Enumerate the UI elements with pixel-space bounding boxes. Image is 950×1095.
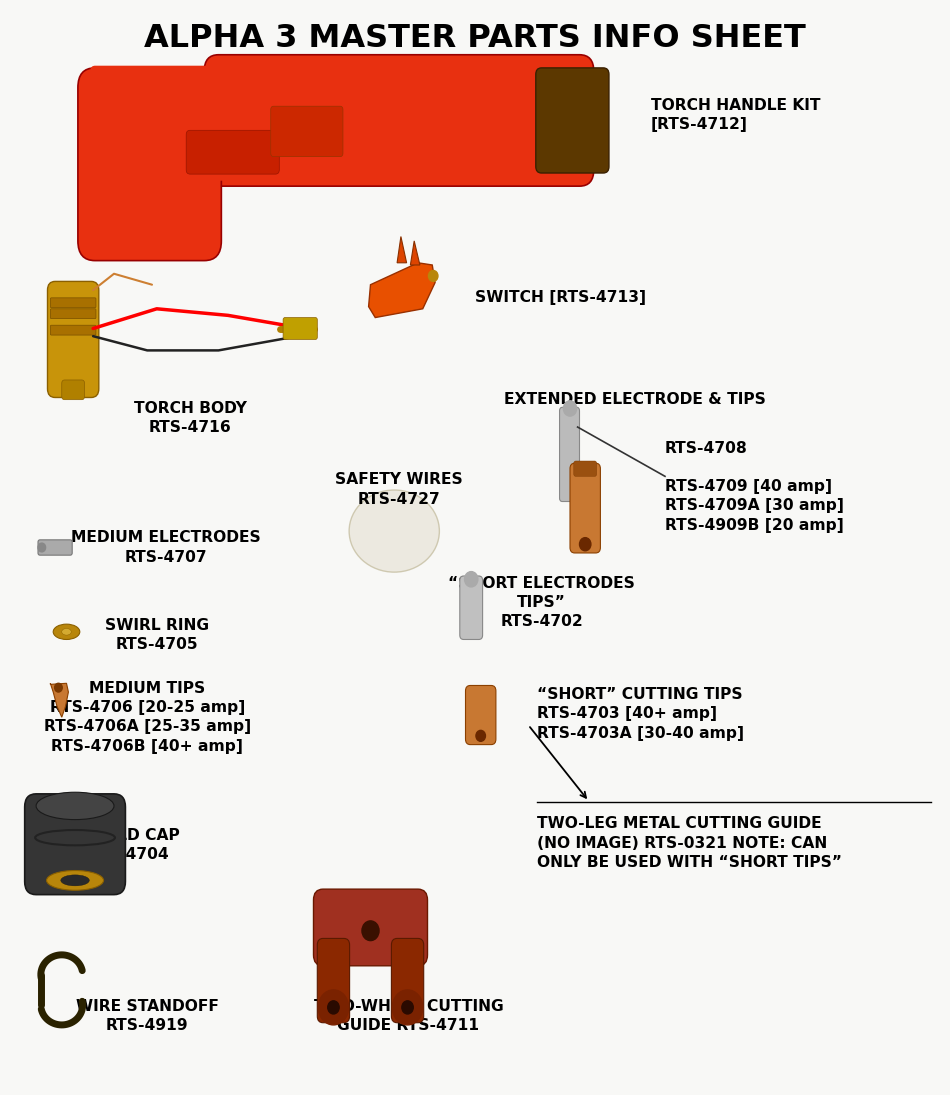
Text: TWO-LEG METAL CUTTING GUIDE
(NO IMAGE) RTS-0321 NOTE: CAN
ONLY BE USED WITH “SHO: TWO-LEG METAL CUTTING GUIDE (NO IMAGE) R…	[537, 817, 842, 869]
Circle shape	[428, 270, 438, 281]
FancyBboxPatch shape	[536, 68, 609, 173]
Text: EXTENDED ELECTRODE & TIPS: EXTENDED ELECTRODE & TIPS	[504, 392, 766, 407]
FancyBboxPatch shape	[560, 407, 580, 502]
Circle shape	[54, 683, 62, 692]
Circle shape	[465, 572, 478, 587]
Polygon shape	[397, 237, 407, 263]
Text: TORCH BODY
RTS-4716: TORCH BODY RTS-4716	[134, 401, 246, 436]
FancyBboxPatch shape	[25, 794, 125, 895]
Circle shape	[328, 1001, 339, 1014]
FancyBboxPatch shape	[271, 106, 343, 157]
Text: TWO-WHEEL CUTTING
GUIDE RTS-4711: TWO-WHEEL CUTTING GUIDE RTS-4711	[314, 999, 504, 1034]
Circle shape	[563, 401, 577, 416]
FancyBboxPatch shape	[204, 55, 594, 186]
Circle shape	[580, 538, 591, 551]
Polygon shape	[369, 263, 435, 318]
Circle shape	[476, 730, 485, 741]
Text: MEDIUM ELECTRODES
RTS-4707: MEDIUM ELECTRODES RTS-4707	[71, 530, 261, 565]
FancyBboxPatch shape	[283, 318, 317, 339]
Polygon shape	[410, 241, 420, 265]
Text: RTS-4708: RTS-4708	[665, 441, 748, 457]
Text: TORCH HANDLE KIT
[RTS-4712]: TORCH HANDLE KIT [RTS-4712]	[651, 97, 820, 132]
FancyBboxPatch shape	[50, 309, 96, 319]
FancyBboxPatch shape	[460, 576, 483, 639]
FancyBboxPatch shape	[391, 938, 424, 1023]
Circle shape	[392, 990, 423, 1025]
Ellipse shape	[350, 491, 439, 573]
Polygon shape	[50, 683, 68, 717]
Text: WIRE STANDOFF
RTS-4919: WIRE STANDOFF RTS-4919	[76, 999, 219, 1034]
Ellipse shape	[47, 871, 104, 890]
Text: SHIELD CAP
RTS-4704: SHIELD CAP RTS-4704	[77, 828, 180, 863]
FancyBboxPatch shape	[90, 66, 233, 181]
Text: ALPHA 3 MASTER PARTS INFO SHEET: ALPHA 3 MASTER PARTS INFO SHEET	[144, 23, 806, 54]
Text: SWITCH [RTS-4713]: SWITCH [RTS-4713]	[475, 290, 646, 306]
FancyBboxPatch shape	[38, 540, 72, 555]
FancyBboxPatch shape	[314, 889, 428, 966]
Ellipse shape	[62, 629, 71, 635]
Circle shape	[38, 543, 46, 552]
FancyBboxPatch shape	[317, 938, 350, 1023]
FancyBboxPatch shape	[62, 380, 85, 400]
Ellipse shape	[53, 624, 80, 639]
FancyBboxPatch shape	[570, 463, 600, 553]
FancyBboxPatch shape	[466, 685, 496, 745]
Ellipse shape	[61, 875, 89, 886]
FancyBboxPatch shape	[78, 68, 221, 261]
Text: MEDIUM TIPS
RTS-4706 [20-25 amp]
RTS-4706A [25-35 amp]
RTS-4706B [40+ amp]: MEDIUM TIPS RTS-4706 [20-25 amp] RTS-470…	[44, 681, 251, 753]
Circle shape	[318, 990, 349, 1025]
Text: “SHORT” CUTTING TIPS
RTS-4703 [40+ amp]
RTS-4703A [30-40 amp]: “SHORT” CUTTING TIPS RTS-4703 [40+ amp] …	[537, 688, 744, 740]
Text: “SHORT ELECTRODES
TIPS”
RTS-4702: “SHORT ELECTRODES TIPS” RTS-4702	[448, 576, 635, 629]
FancyBboxPatch shape	[48, 281, 99, 397]
FancyBboxPatch shape	[186, 130, 279, 174]
Text: RTS-4709 [40 amp]
RTS-4709A [30 amp]
RTS-4909B [20 amp]: RTS-4709 [40 amp] RTS-4709A [30 amp] RTS…	[665, 480, 844, 532]
FancyBboxPatch shape	[574, 461, 597, 476]
FancyBboxPatch shape	[50, 325, 96, 335]
Circle shape	[362, 921, 379, 941]
Text: SWIRL RING
RTS-4705: SWIRL RING RTS-4705	[104, 618, 209, 653]
Ellipse shape	[36, 793, 114, 819]
Text: SAFETY WIRES
RTS-4727: SAFETY WIRES RTS-4727	[335, 472, 463, 507]
Circle shape	[402, 1001, 413, 1014]
FancyBboxPatch shape	[50, 298, 96, 308]
